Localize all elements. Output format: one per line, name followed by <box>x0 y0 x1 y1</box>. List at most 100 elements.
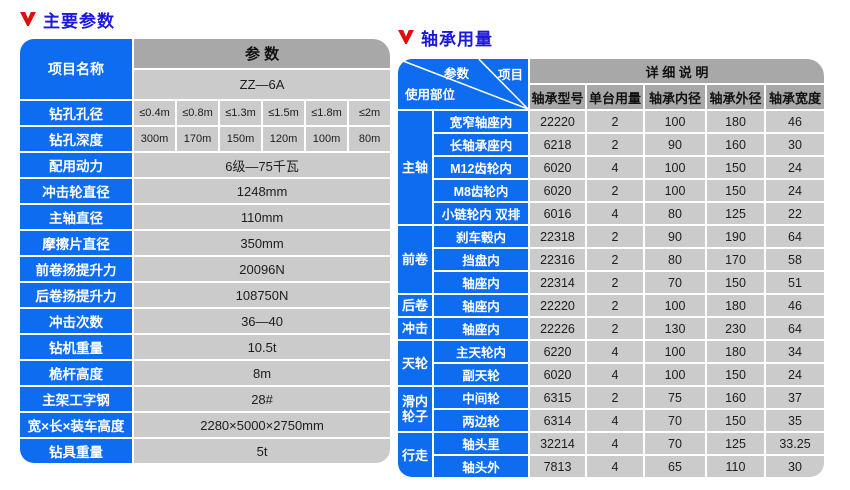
bearing-row: 轴座内 22314 2 70 150 51 <box>398 272 824 293</box>
cell-value: 2 <box>587 226 643 247</box>
cell-value: 70 <box>645 410 705 431</box>
part-label: 长轴承座内 <box>434 134 528 155</box>
cell-value: 22220 <box>530 111 585 132</box>
cell-value: 6016 <box>530 203 585 224</box>
row-value: 6级—75千瓦 <box>134 153 391 177</box>
right-header-row-2: 轴承型号 单台用量 轴承内径 轴承外径 轴承宽度 <box>398 85 824 109</box>
cell-value: 230 <box>707 318 764 339</box>
cell-value: 2 <box>587 249 643 270</box>
diagonal-corner-cell: 参数 项目 使用部位 <box>398 59 528 109</box>
cell-value: 2 <box>587 180 643 201</box>
cell-value: 46 <box>766 111 824 132</box>
bearing-row: 轴头外 7813 4 65 110 30 <box>398 456 824 477</box>
cell-value: 22 <box>766 203 824 224</box>
left-header-row: 项目名称 参 数 <box>20 39 391 99</box>
cell-value: 22318 <box>530 226 585 247</box>
corner-label-param: 参数 <box>444 67 470 81</box>
row-sub-value: 100m <box>306 127 347 151</box>
cell-value: 22226 <box>530 318 585 339</box>
row-label: 后卷扬提升力 <box>20 283 132 307</box>
red-check-icon <box>20 12 36 26</box>
row-value: 10.5t <box>134 335 391 359</box>
detail-header: 详 细 说 明 <box>530 59 824 83</box>
row-sub-value: 120m <box>263 127 304 151</box>
row-value: 5t <box>134 439 391 463</box>
row-value: 108750N <box>134 283 391 307</box>
cell-value: 125 <box>707 203 764 224</box>
column-header: 单台用量 <box>587 85 643 109</box>
cell-value: 24 <box>766 157 824 178</box>
bearing-row: 行走 轴头里 32214 4 70 125 33.25 <box>398 433 824 477</box>
cell-value: 100 <box>645 157 705 178</box>
cell-value: 2 <box>587 111 643 132</box>
cell-value: 24 <box>766 180 824 201</box>
bearing-usage-panel: 轴承用量 参数 项目 使用部位 <box>396 26 826 479</box>
row-value: 8m <box>134 361 391 385</box>
left-table-row: 钻机重量 10.5t <box>20 335 391 359</box>
main-params-table: 项目名称 参 数 ZZ—6A 钻孔孔径 ≤0.4m ≤0.8m ≤1.3m ≤1.5m ≤… <box>18 37 392 465</box>
cell-value: 32214 <box>530 433 585 454</box>
cell-value: 4 <box>587 341 643 362</box>
row-label: 冲击轮直径 <box>20 179 132 203</box>
part-label: 轴头里 <box>434 433 528 454</box>
part-label: 轴座内 <box>434 295 528 316</box>
diagonal-lines <box>398 59 528 109</box>
cell-value: 34 <box>766 341 824 362</box>
part-label: 轴头外 <box>434 456 528 477</box>
cell-value: 80 <box>645 249 705 270</box>
cell-value: 160 <box>707 134 764 155</box>
corner-label-item: 项目 <box>497 68 523 82</box>
cell-value: 6314 <box>530 410 585 431</box>
cell-value: 4 <box>587 410 643 431</box>
row-label: 钻具重量 <box>20 439 132 463</box>
left-table-row: 钻孔孔径 ≤0.4m ≤0.8m ≤1.3m ≤1.5m ≤1.8m ≤2m <box>20 101 391 125</box>
cell-value: 64 <box>766 226 824 247</box>
cell-value: 24 <box>766 364 824 385</box>
part-label: 挡盘内 <box>434 249 528 270</box>
project-name-header: 项目名称 <box>20 39 132 99</box>
cell-value: 190 <box>707 226 764 247</box>
row-value: 2280×5000×2750mm <box>134 413 391 437</box>
bearing-row: 滑内轮子 中间轮 6315 2 75 160 37 <box>398 387 824 431</box>
row-label: 宽×长×装车高度 <box>20 413 132 437</box>
left-table-row: 钻孔深度 300m 170m 150m 120m 100m 80m <box>20 127 391 151</box>
left-table-row: 主轴直径 110mm <box>20 205 391 229</box>
left-table-row: 宽×长×装车高度 2280×5000×2750mm <box>20 413 391 437</box>
part-label: 两边轮 <box>434 410 528 431</box>
row-value: 110mm <box>134 205 391 229</box>
left-table-row: 桅杆高度 8m <box>20 361 391 385</box>
part-label: 中间轮 <box>434 387 528 408</box>
bearing-usage-title: 轴承用量 <box>398 26 826 49</box>
cell-value: 2 <box>587 295 643 316</box>
cell-value: 22314 <box>530 272 585 293</box>
cell-value: 46 <box>766 295 824 316</box>
left-table-row: 冲击次数 36—40 <box>20 309 391 333</box>
cell-value: 4 <box>587 203 643 224</box>
row-sub-value: ≤1.8m <box>306 101 347 125</box>
cell-value: 7813 <box>530 456 585 477</box>
cell-value: 2 <box>587 387 643 408</box>
row-label: 摩擦片直径 <box>20 231 132 255</box>
cell-value: 150 <box>707 272 764 293</box>
row-value: 1248mm <box>134 179 391 203</box>
row-label: 配用动力 <box>20 153 132 177</box>
row-value: 36—40 <box>134 309 391 333</box>
cell-value: 2 <box>587 134 643 155</box>
group-label: 天轮 <box>398 341 432 385</box>
cell-value: 6020 <box>530 364 585 385</box>
cell-value: 30 <box>766 456 824 477</box>
column-header: 轴承型号 <box>530 85 585 109</box>
cell-value: 75 <box>645 387 705 408</box>
column-header: 轴承外径 <box>707 85 764 109</box>
part-label: M8齿轮内 <box>434 180 528 201</box>
cell-value: 160 <box>707 387 764 408</box>
bearing-row: 副天轮 6020 4 100 150 24 <box>398 364 824 385</box>
cell-value: 22220 <box>530 295 585 316</box>
group-label: 后卷 <box>398 295 432 316</box>
part-label: 轴座内 <box>434 272 528 293</box>
param-header: 参 数 <box>134 39 391 68</box>
bearing-row: 两边轮 6314 4 70 150 35 <box>398 410 824 431</box>
row-value: 28# <box>134 387 391 411</box>
cell-value: 180 <box>707 295 764 316</box>
cell-value: 130 <box>645 318 705 339</box>
